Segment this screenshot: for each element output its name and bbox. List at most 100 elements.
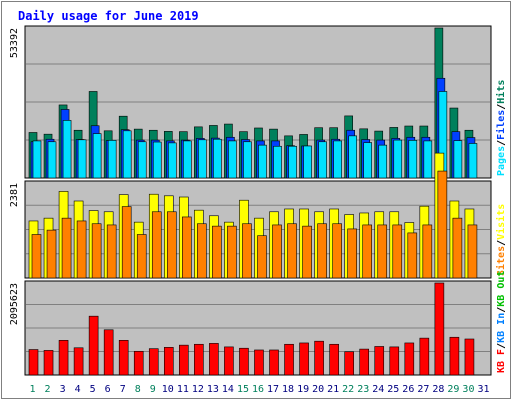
bar-sites-day-23 <box>362 224 373 279</box>
day-label-30: 30 <box>462 384 474 395</box>
bar-pages-day-1 <box>32 140 42 179</box>
bar-kb-f-day-13 <box>209 343 219 376</box>
day-label-7: 7 <box>120 384 126 395</box>
bar-pages-day-11 <box>183 140 192 179</box>
bar-sites-day-30 <box>467 224 478 279</box>
bar-kb-f-day-22 <box>344 351 354 376</box>
bar-sites-day-12 <box>197 223 207 279</box>
day-label-29: 29 <box>447 384 459 395</box>
bar-kb-f-day-23 <box>359 348 370 376</box>
bar-sites-day-25 <box>392 224 403 279</box>
bar-kb-f-day-6 <box>103 329 114 376</box>
bar-pages-day-22 <box>348 135 357 179</box>
legend-entry-kb-0: KB F <box>496 349 507 373</box>
bar-pages-day-17 <box>273 145 282 179</box>
bar-pages-day-13 <box>213 138 222 179</box>
bar-sites-day-22 <box>347 228 357 279</box>
day-label-2: 2 <box>45 384 51 395</box>
ymax-label-kb: 2095623 <box>9 283 20 325</box>
legend-entry-kb-3: / <box>496 307 507 313</box>
legend-entry-hits-files-pages-0: Pages <box>496 146 507 176</box>
bar-kb-f-day-2 <box>43 350 54 376</box>
day-label-8: 8 <box>135 384 141 395</box>
bar-sites-day-13 <box>212 225 222 279</box>
bar-kb-f-day-15 <box>239 347 249 376</box>
bar-kb-f-day-1 <box>28 349 39 376</box>
bar-sites-day-24 <box>377 224 388 279</box>
ymax-label-visits-sites: 2381 <box>9 183 20 207</box>
bar-sites-day-8 <box>136 234 147 279</box>
bar-pages-day-14 <box>228 140 237 179</box>
bar-kb-f-day-27 <box>419 337 430 376</box>
day-label-3: 3 <box>60 384 66 395</box>
bar-pages-day-15 <box>243 141 252 179</box>
bar-kb-f-day-4 <box>73 347 84 376</box>
bar-kb-f-day-20 <box>314 340 324 376</box>
legend-entry-visits-sites-2: Visits <box>495 204 507 240</box>
bar-kb-f-day-8 <box>133 350 144 376</box>
bar-pages-day-20 <box>318 141 327 179</box>
bar-pages-day-29 <box>453 140 463 179</box>
legend-entry-kb-1: / <box>496 343 507 349</box>
bar-sites-day-16 <box>257 235 267 279</box>
legend-entry-hits-files-pages-2: Files <box>495 110 507 140</box>
bar-kb-f-day-11 <box>179 344 189 376</box>
legend-entry-visits-sites-1: / <box>496 240 507 246</box>
day-label-13: 13 <box>207 384 219 395</box>
bar-sites-day-11 <box>182 216 192 279</box>
bar-pages-day-19 <box>303 145 312 179</box>
bar-pages-day-12 <box>198 139 207 179</box>
day-label-20: 20 <box>312 384 324 395</box>
day-label-10: 10 <box>162 384 174 395</box>
legend-entry-hits-files-pages-3: / <box>496 104 507 110</box>
bar-sites-day-10 <box>166 211 177 279</box>
legend-visits-sites: Sites/Visits <box>495 204 507 276</box>
bar-pages-day-6 <box>107 140 117 179</box>
bar-sites-day-21 <box>332 223 342 279</box>
bar-kb-f-day-26 <box>404 342 415 376</box>
bar-kb-f-day-21 <box>329 343 339 376</box>
bar-sites-day-9 <box>151 211 162 279</box>
bar-sites-day-18 <box>287 223 297 279</box>
day-label-25: 25 <box>387 384 399 395</box>
bar-pages-day-18 <box>288 145 297 179</box>
bar-pages-day-5 <box>92 133 102 179</box>
day-label-23: 23 <box>357 384 369 395</box>
bar-kb-f-day-30 <box>464 338 475 376</box>
bar-sites-day-17 <box>272 224 282 279</box>
day-label-26: 26 <box>402 384 414 395</box>
bar-pages-day-27 <box>423 140 433 179</box>
bar-pages-day-24 <box>378 144 388 179</box>
bar-kb-f-day-16 <box>254 349 264 376</box>
bar-kb-f-day-18 <box>284 343 294 376</box>
day-label-19: 19 <box>297 384 309 395</box>
bar-pages-day-23 <box>363 142 373 179</box>
legend-entry-visits-sites-0: Sites <box>495 246 507 276</box>
day-label-1: 1 <box>30 384 36 395</box>
bar-kb-f-day-19 <box>299 342 309 376</box>
day-label-18: 18 <box>282 384 294 395</box>
bar-sites-day-2 <box>46 229 57 279</box>
bar-sites-day-3 <box>61 217 72 279</box>
bar-sites-day-5 <box>91 223 102 279</box>
bar-kb-f-day-29 <box>449 336 460 376</box>
legend-entry-kb-2: KB In <box>496 313 507 343</box>
bar-kb-f-day-14 <box>224 346 234 376</box>
bar-pages-day-2 <box>47 141 57 179</box>
bar-kb-f-day-10 <box>163 347 174 376</box>
day-label-28: 28 <box>432 384 444 395</box>
chart-title: Daily usage for June 2019 <box>18 9 199 23</box>
day-label-16: 16 <box>252 384 264 395</box>
bar-kb-f-day-28 <box>434 282 445 376</box>
bar-sites-day-1 <box>31 234 42 279</box>
bar-sites-day-7 <box>121 206 132 279</box>
bar-kb-f-day-7 <box>118 340 129 376</box>
bar-pages-day-8 <box>137 141 147 179</box>
bar-pages-day-21 <box>333 140 342 179</box>
bar-sites-day-26 <box>407 232 418 279</box>
bar-kb-f-day-17 <box>269 349 279 376</box>
bar-pages-day-10 <box>167 142 177 179</box>
bar-kb-f-day-3 <box>58 340 69 376</box>
bar-sites-day-15 <box>242 223 252 279</box>
bar-pages-day-26 <box>408 140 418 179</box>
